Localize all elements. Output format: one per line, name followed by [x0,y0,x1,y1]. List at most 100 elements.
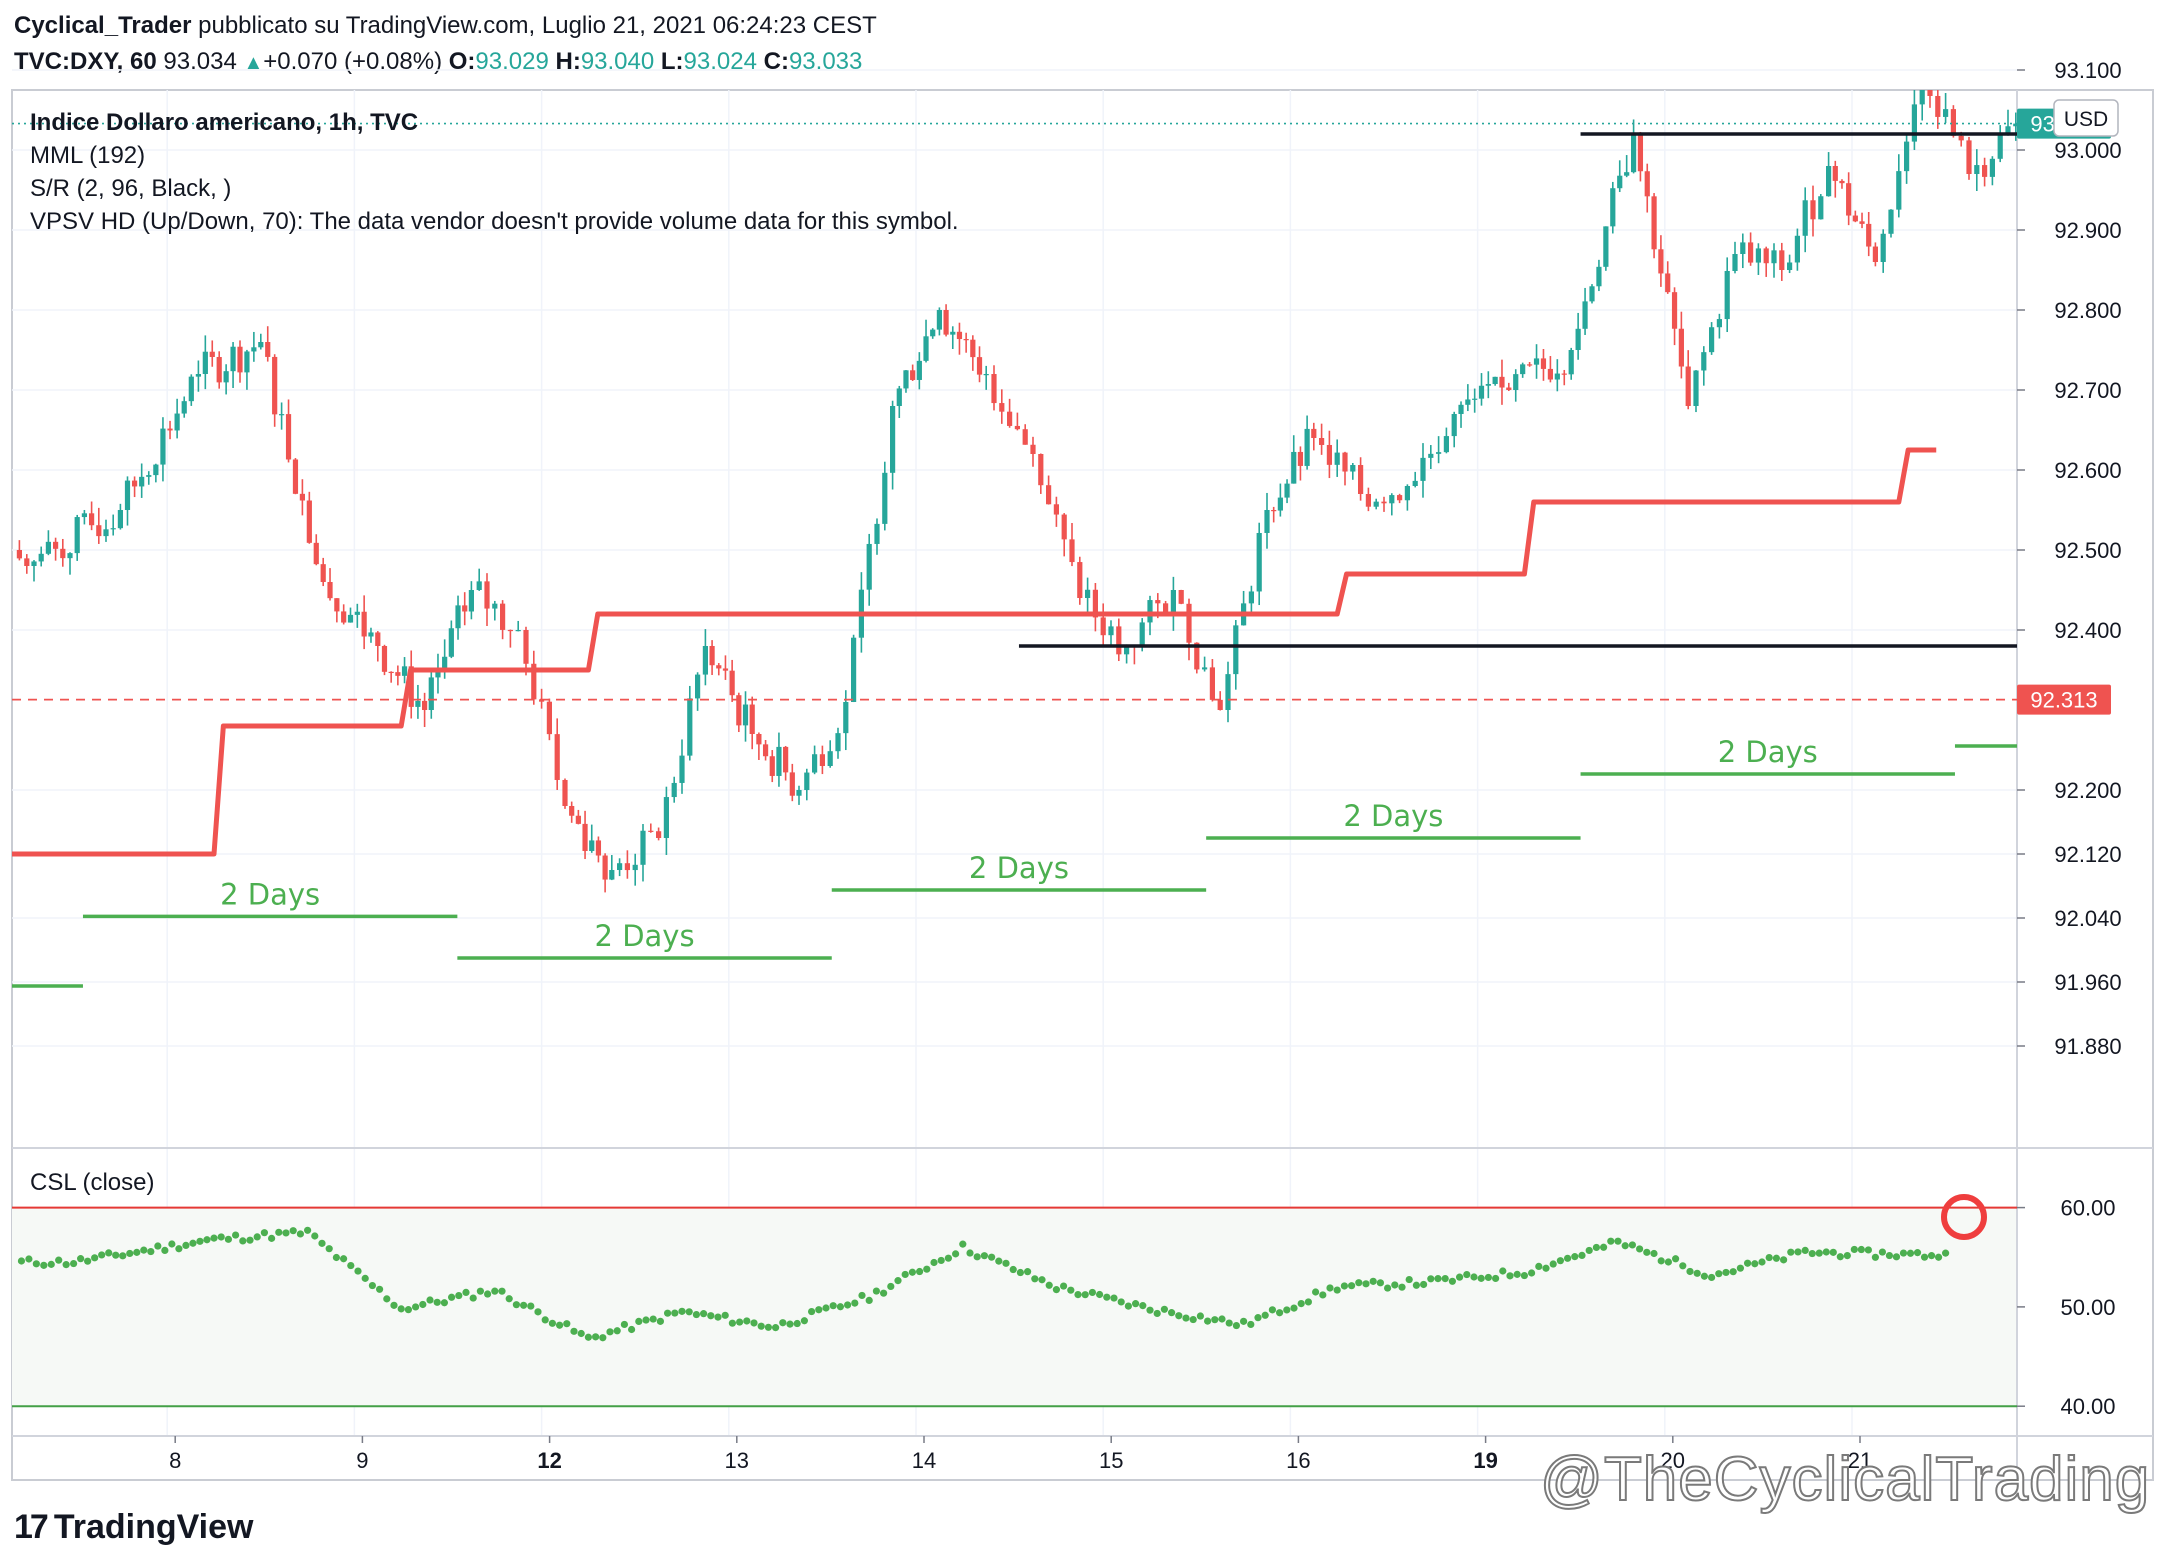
candle [81,509,87,525]
candle [110,514,116,536]
candle-body [395,672,401,676]
candle-body [1603,226,1609,267]
y-tick-label: 92.800 [2054,298,2121,323]
published-text: pubblicato su TradingView.com, Luglio 21… [198,12,877,39]
candle-body [1748,242,1754,263]
candle-body [67,553,73,559]
candle-body [435,667,441,678]
csl-dot [1304,1298,1312,1306]
candle [617,858,623,877]
candle [602,853,608,893]
csl-dot [952,1250,960,1258]
candle-body [1888,209,1894,234]
cycle-label: 2 Days [1718,735,1818,769]
candle [174,398,180,439]
candle [388,671,394,683]
tradingview-logo[interactable]: 17 TradingView [14,1508,253,1547]
candle-body [896,388,902,406]
csl-dot [1355,1279,1363,1287]
csl-dot [161,1246,169,1254]
candle [1373,498,1379,510]
csl-dot [1822,1248,1830,1256]
csl-dot [325,1245,333,1253]
candle-body [819,754,825,766]
candle-body [1342,452,1348,472]
candle [903,370,909,393]
csl-dot [1549,1260,1557,1268]
csl-dot [736,1318,744,1326]
candle-body [1420,457,1426,481]
legend-mml[interactable]: MML (192) [30,142,145,169]
candle-body [1428,453,1434,458]
x-tick-label: 8 [169,1448,181,1473]
candle-body [1989,158,1995,177]
csl-dot [383,1295,391,1303]
candle [1233,620,1239,690]
candle [1927,90,1933,108]
candle [1794,228,1800,271]
candle-body [983,374,989,376]
candle [1974,149,1980,191]
candle [1116,618,1122,662]
csl-dot [1758,1258,1766,1266]
candle-body [1644,171,1650,197]
candle-body [462,605,468,612]
candle [783,745,789,781]
candle [1554,359,1560,392]
csl-dot [1864,1246,1872,1254]
csl-dot [1060,1282,1068,1290]
level-price-tag: 92.313 [2017,684,2111,715]
candle [1485,371,1491,399]
currency-button[interactable]: USD [2053,99,2119,137]
candle [1061,513,1067,557]
candle-body [554,734,560,780]
candle [804,768,810,801]
csl-dot [1448,1277,1456,1285]
candle [1989,156,1995,186]
tv-logo-icon: 17 [14,1508,49,1546]
csl-dot [1477,1274,1485,1282]
candle-body [976,357,983,375]
candle-body [890,406,896,473]
candle-body [742,704,749,726]
candle [1644,163,1650,213]
legend-sr[interactable]: S/R (2, 96, Black, ) [30,175,231,202]
csl-dot [1391,1281,1399,1289]
csl-dot [133,1248,141,1256]
author-name[interactable]: Cyclical_Trader [14,12,192,39]
candle [776,732,782,787]
csl-dot [426,1296,434,1304]
candle-body [1155,600,1161,604]
candle [835,727,841,759]
csl-dot [469,1294,477,1302]
candle-body [851,637,857,702]
candle [38,546,44,567]
csl-dot [692,1310,701,1319]
candle-body [1358,465,1364,494]
y-tick-label: 91.880 [2054,1034,2121,1059]
candle [1826,152,1832,197]
candle-body [428,677,434,710]
candle-body [1527,364,1533,366]
csl-dot [62,1261,70,1269]
candle [1420,443,1426,498]
x-tick-label: 13 [725,1448,749,1473]
legend-vpsv[interactable]: VPSV HD (Up/Down, 70): The data vendor d… [30,208,959,235]
csl-dot [40,1261,48,1269]
candle-body [1787,262,1793,270]
csl-dot [1693,1269,1701,1277]
chart-border [11,89,2154,1481]
candle [1935,90,1941,129]
csl-dot [1052,1286,1060,1294]
csl-dot [815,1306,823,1314]
candle-body [1624,172,1630,176]
candle-body [1233,625,1239,675]
candle-body [1818,196,1824,220]
candle [306,491,312,544]
candle [1693,370,1699,413]
candle [546,698,552,741]
legend-title: Indice Dollaro americano, 1h, TVC [30,109,418,136]
candle-body [1554,373,1560,380]
legend-csl[interactable]: CSL (close) [30,1169,154,1196]
